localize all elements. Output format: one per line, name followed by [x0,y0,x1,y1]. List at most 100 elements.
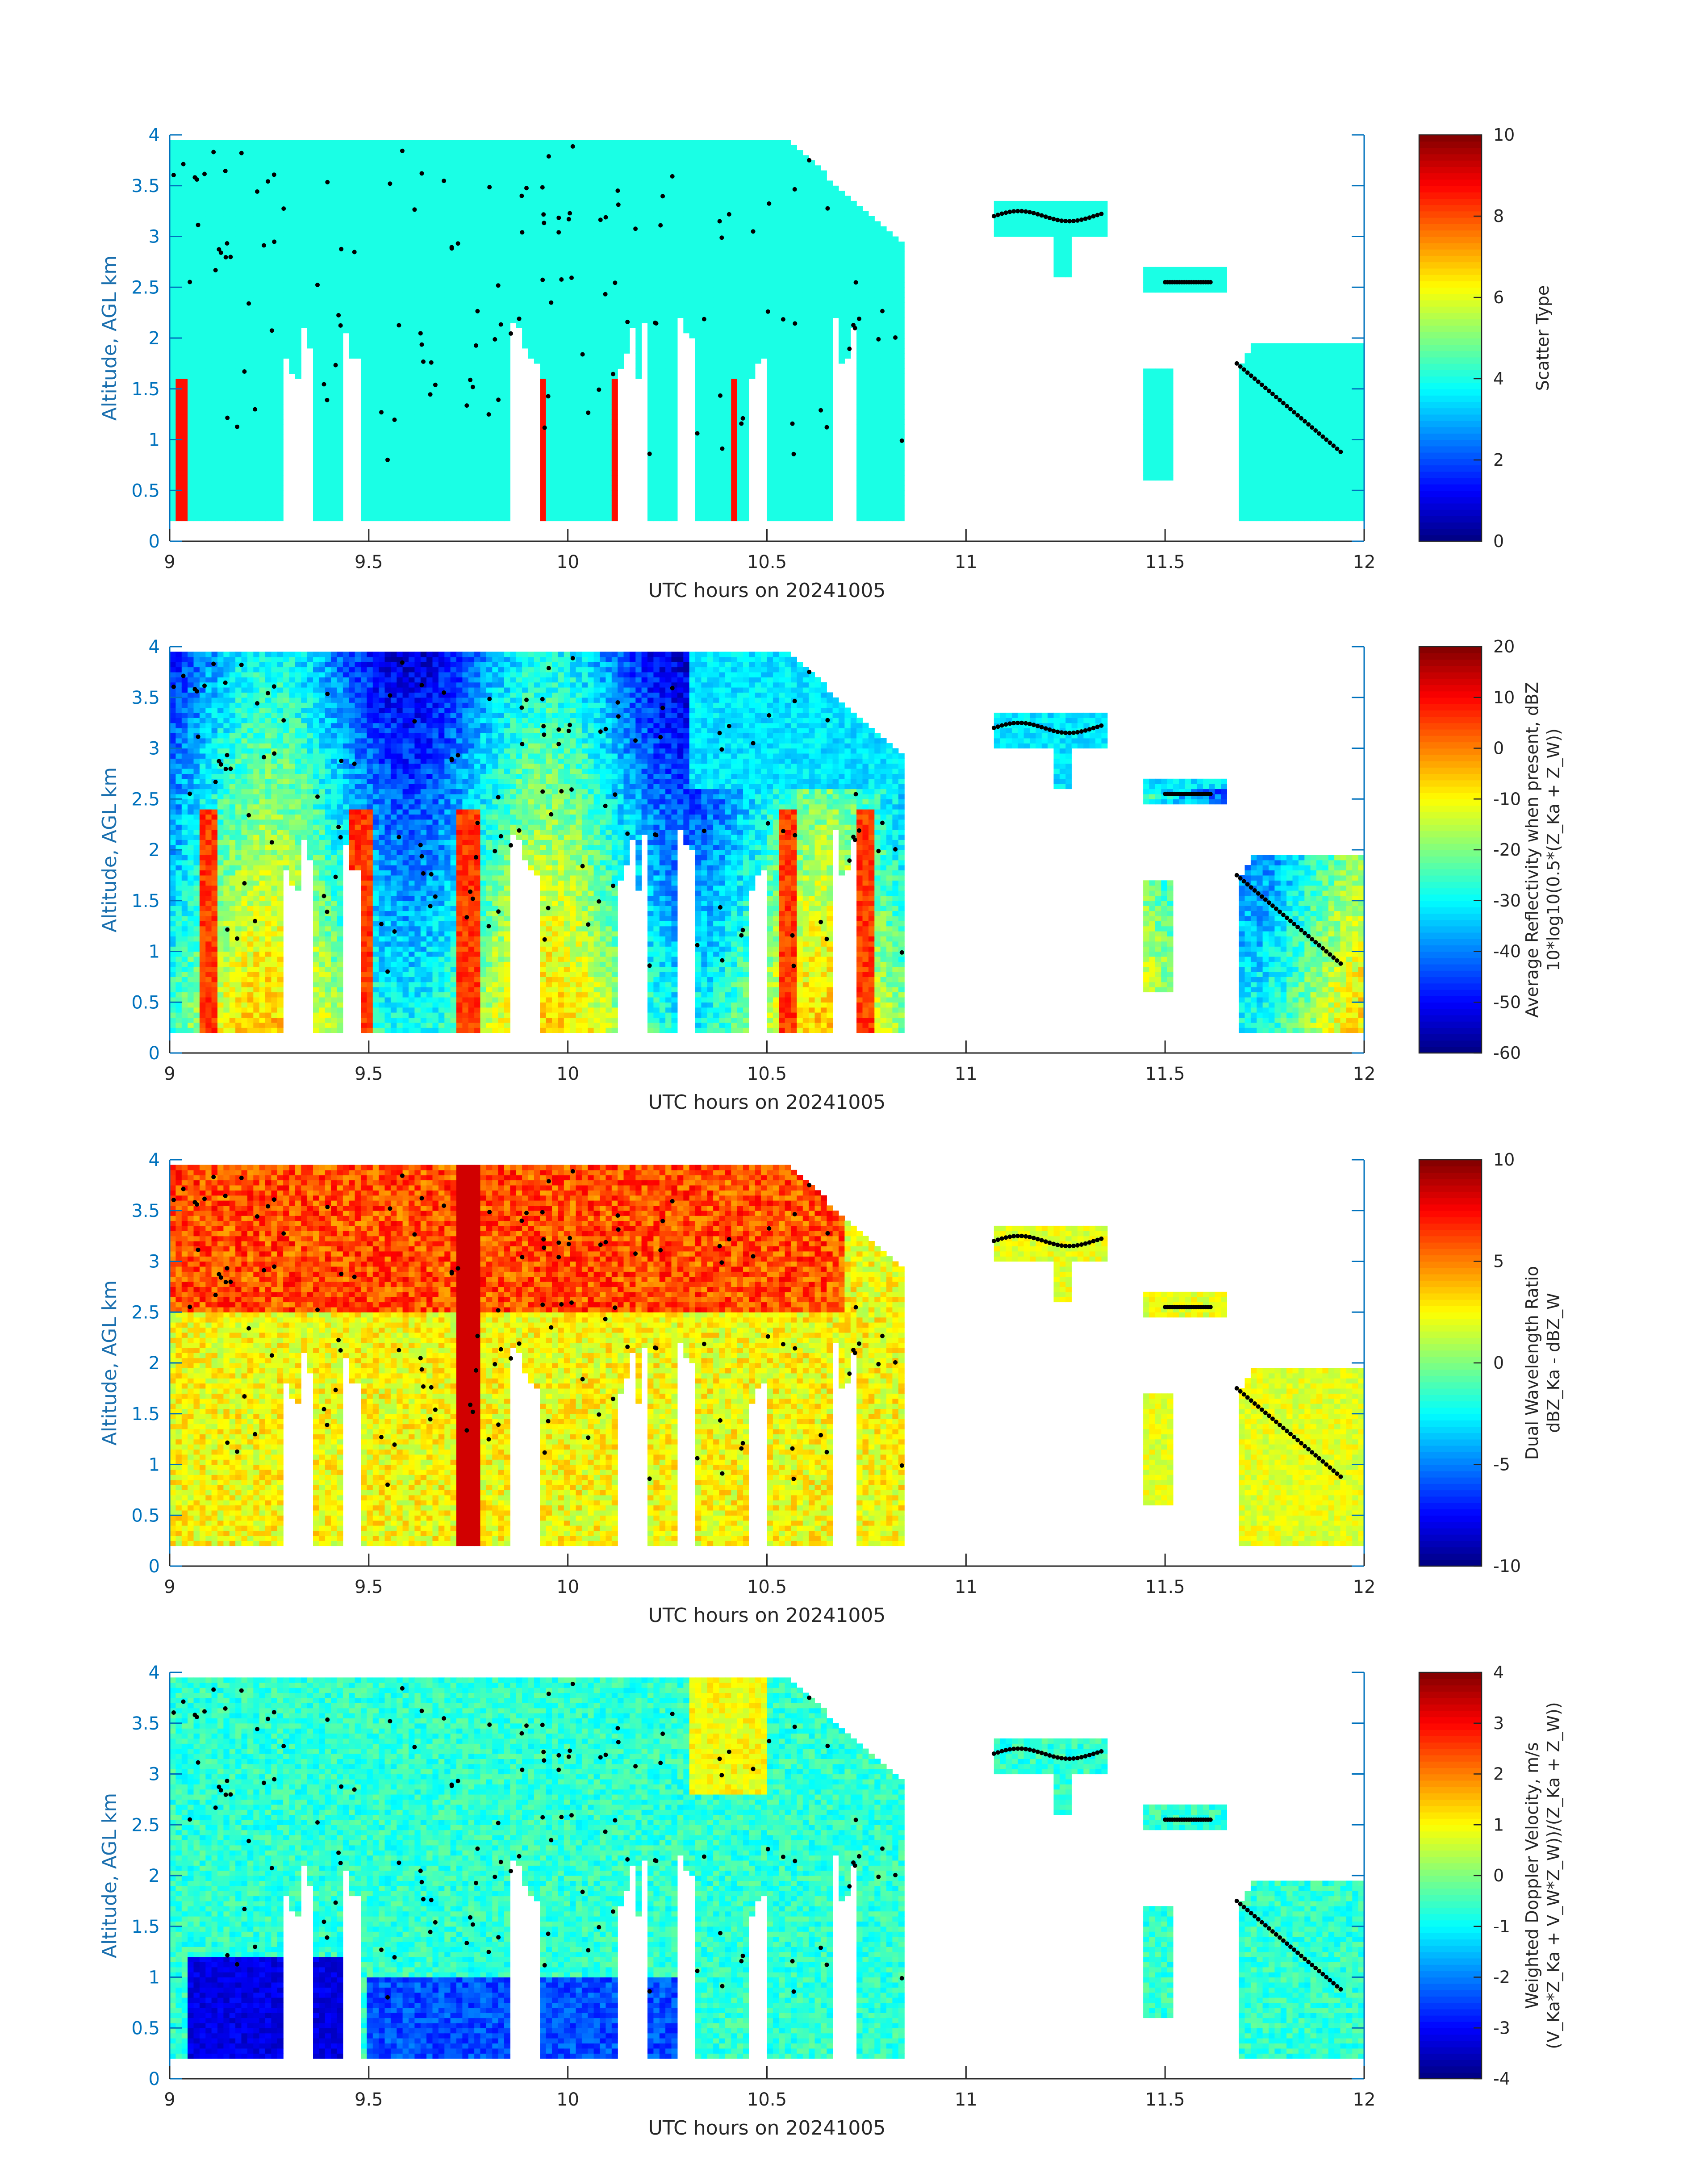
heatmap-cell [307,221,313,226]
heatmap-cell [271,150,277,155]
heatmap-cell [175,165,182,171]
heatmap-cell [242,160,248,166]
heatmap-cell [361,435,367,440]
heatmap-cell [170,277,176,283]
heatmap-cell [235,206,242,211]
heatmap-cell [253,140,259,145]
heatmap-cell [253,389,259,394]
heatmap-cell [271,516,277,521]
heatmap-cell [313,323,319,328]
heatmap-cell [205,206,212,211]
heatmap-cell [277,424,284,430]
heatmap-cell [277,475,284,481]
heatmap-cell [194,145,200,150]
heatmap-cell [277,211,284,217]
heatmap-cell [331,175,337,181]
heatmap-cell [253,465,259,470]
heatmap-cell [217,394,224,399]
heatmap-cell [188,252,194,257]
heatmap-cell [331,404,337,409]
heatmap-cell [175,308,182,313]
heatmap-cell [265,287,271,292]
heatmap-cell [295,186,301,191]
heatmap-cell [182,140,188,145]
heatmap-cell [259,150,266,155]
heatmap-cell [242,282,248,288]
heatmap-cell [188,186,194,191]
heatmap-cell [230,277,236,283]
heatmap-cell [325,247,331,252]
heatmap-cell [242,460,248,465]
heatmap-cell [331,237,337,242]
heatmap-cell [355,165,361,171]
heatmap-cell [337,368,343,374]
heatmap-cell [217,318,224,323]
heatmap-cell [331,435,337,440]
heatmap-cell [289,206,296,211]
heatmap-cell [175,475,182,481]
heatmap-cell [265,292,271,298]
heatmap-cell [361,272,367,277]
heatmap-cell [379,511,385,516]
heatmap-cell [253,242,259,247]
heatmap-cell [313,430,319,435]
heatmap-cell [295,206,301,211]
heatmap-cell [361,445,367,450]
heatmap-cell [205,343,212,348]
heatmap-cell [175,140,182,145]
heatmap-cell [319,155,325,161]
heatmap-cell [301,165,307,171]
heatmap-cell [277,226,284,232]
heatmap-cell [253,490,259,496]
heatmap-cell [373,155,379,161]
heatmap-cell [217,501,224,506]
heatmap-cell [247,338,254,343]
heatmap-cell [235,277,242,283]
heatmap-cell [319,267,325,272]
heatmap-cell [242,221,248,226]
heatmap-cell [205,368,212,374]
heatmap-cell [200,374,206,379]
heatmap-cell [259,206,266,211]
heatmap-cell [277,237,284,242]
heatmap-cell [373,485,379,491]
heatmap-cell [194,430,200,435]
heatmap-cell [367,216,373,221]
heatmap-cell [271,343,277,348]
heatmap-cell [319,318,325,323]
heatmap-cell [200,175,206,181]
heatmap-cell [289,155,296,161]
heatmap-cell [289,150,296,155]
heatmap-cell [182,465,188,470]
heatmap-cell [337,475,343,481]
heatmap-cell [223,470,230,476]
heatmap-cell [188,257,194,262]
heatmap-cell [355,237,361,242]
heatmap-cell [223,308,230,313]
heatmap-cell [188,374,194,379]
heatmap-cell [223,231,230,237]
heatmap-cell [367,292,373,298]
heatmap-cell [319,465,325,470]
heatmap-cell [361,186,367,191]
heatmap-cell [361,364,367,369]
heatmap-cell [379,501,385,506]
heatmap-cell [301,267,307,272]
heatmap-cell [212,242,218,247]
heatmap-cell [307,150,313,155]
heatmap-cell [223,297,230,303]
heatmap-cell [217,333,224,338]
heatmap-cell [265,160,271,166]
heatmap-cell [253,308,259,313]
heatmap-cell [295,145,301,150]
heatmap-cell [331,445,337,450]
heatmap-cell [223,221,230,226]
heatmap-cell [313,399,319,405]
heatmap-cell [283,150,289,155]
heatmap-cell [361,490,367,496]
heatmap-cell [182,150,188,155]
heatmap-cell [331,394,337,399]
heatmap-cell [253,206,259,211]
heatmap-cell [337,287,343,292]
heatmap-cell [295,257,301,262]
